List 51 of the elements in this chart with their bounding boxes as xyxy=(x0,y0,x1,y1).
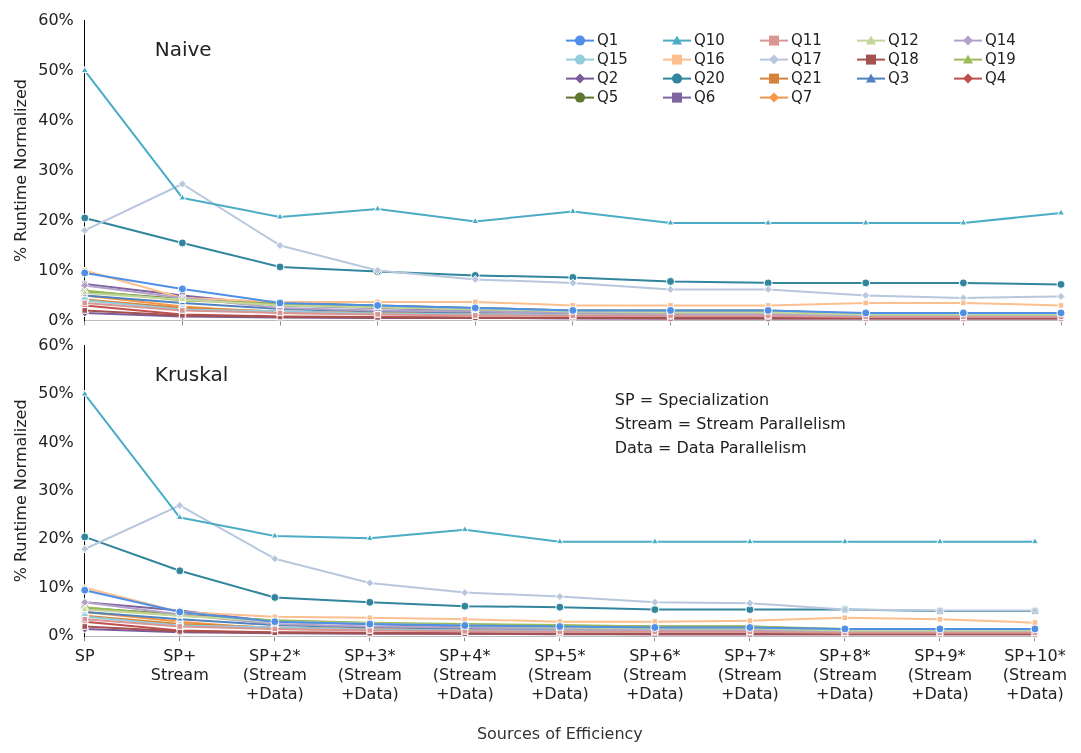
y-tick-label: 0% xyxy=(48,625,74,645)
x-tick-label: SP+10* (Stream +Data) xyxy=(1002,645,1067,704)
x-tick-label: SP+7* (Stream +Data) xyxy=(717,645,782,704)
legend-label: Q3 xyxy=(888,69,910,88)
x-tick-label: SP+ Stream xyxy=(150,645,209,685)
x-tick-label: SP+8* (Stream +Data) xyxy=(812,645,877,704)
legend-label: Q2 xyxy=(597,69,619,88)
y-tick-label: 10% xyxy=(38,259,74,279)
y-tick-label: 50% xyxy=(38,59,74,79)
y-tick-label: 30% xyxy=(38,480,74,500)
legend-label: Q10 xyxy=(694,31,725,50)
text: Kruskal xyxy=(154,361,229,386)
annotation: Stream = Stream Parallelism xyxy=(614,413,846,433)
legend-label: Q11 xyxy=(791,31,822,50)
y-tick-label: 30% xyxy=(38,159,74,179)
legend-label: Q4 xyxy=(985,69,1007,88)
legend-label: Q14 xyxy=(985,31,1016,50)
annotation: SP = Specialization xyxy=(614,389,770,409)
x-tick-label: SP+9* (Stream +Data) xyxy=(907,645,972,704)
legend-label: Q21 xyxy=(791,69,822,88)
legend-label: Q18 xyxy=(888,50,919,69)
y-tick-label: 0% xyxy=(48,309,74,329)
legend-label: Q17 xyxy=(791,50,822,69)
y-tick-label: 60% xyxy=(38,334,74,354)
legend-label: Q1 xyxy=(597,31,619,50)
y-tick-label: 20% xyxy=(38,528,74,548)
x-tick-label: SP+2* (Stream +Data) xyxy=(242,645,307,704)
y-tick-label: 50% xyxy=(38,383,74,403)
y-axis-title: % Runtime Normalized xyxy=(10,399,30,583)
y-tick-label: 20% xyxy=(38,209,74,229)
legend-label: Q6 xyxy=(694,88,716,107)
legend-label: Q20 xyxy=(694,69,725,88)
y-tick-label: 40% xyxy=(38,431,74,451)
y-tick-label: 10% xyxy=(38,576,74,596)
legend-label: Q15 xyxy=(597,50,628,69)
x-tick-label: SP+6* (Stream +Data) xyxy=(622,645,687,704)
x-tick-label: SP+5* (Stream +Data) xyxy=(527,645,592,704)
x-tick-label: SP+3* (Stream +Data) xyxy=(337,645,402,704)
legend-label: Q7 xyxy=(791,88,813,107)
legend-label: Q5 xyxy=(597,88,619,107)
y-axis-title: % Runtime Normalized xyxy=(10,79,30,262)
legend-label: Q16 xyxy=(694,50,725,69)
annotation: Data = Data Parallelism xyxy=(614,437,807,457)
legend-label: Q12 xyxy=(888,31,919,50)
x-axis-title: Sources of Efficiency xyxy=(476,723,643,743)
x-tick-label: SP+4* (Stream +Data) xyxy=(432,645,497,704)
x-tick-label: SP xyxy=(74,645,96,665)
legend-label: Q19 xyxy=(985,50,1016,69)
text: Naive xyxy=(154,36,212,61)
y-tick-label: 60% xyxy=(38,9,74,29)
y-tick-label: 40% xyxy=(38,109,74,129)
